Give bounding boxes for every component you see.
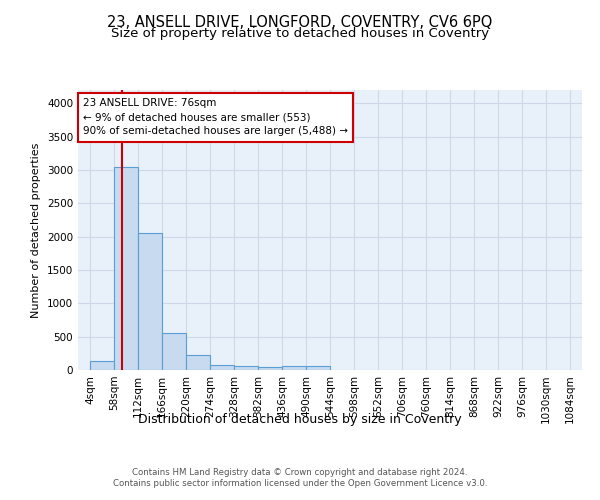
Text: 23 ANSELL DRIVE: 76sqm
← 9% of detached houses are smaller (553)
90% of semi-det: 23 ANSELL DRIVE: 76sqm ← 9% of detached … xyxy=(83,98,348,136)
Bar xyxy=(162,333,186,370)
Bar xyxy=(114,168,138,370)
Y-axis label: Number of detached properties: Number of detached properties xyxy=(31,142,41,318)
Bar xyxy=(282,366,306,370)
Bar xyxy=(306,366,330,370)
Bar xyxy=(90,360,114,370)
Bar xyxy=(234,366,258,370)
Bar xyxy=(210,365,234,370)
Bar xyxy=(258,366,282,370)
Text: 23, ANSELL DRIVE, LONGFORD, COVENTRY, CV6 6PQ: 23, ANSELL DRIVE, LONGFORD, COVENTRY, CV… xyxy=(107,15,493,30)
Text: Distribution of detached houses by size in Coventry: Distribution of detached houses by size … xyxy=(138,412,462,426)
Bar xyxy=(138,232,162,370)
Text: Contains HM Land Registry data © Crown copyright and database right 2024.
Contai: Contains HM Land Registry data © Crown c… xyxy=(113,468,487,487)
Text: Size of property relative to detached houses in Coventry: Size of property relative to detached ho… xyxy=(111,28,489,40)
Bar xyxy=(186,356,210,370)
